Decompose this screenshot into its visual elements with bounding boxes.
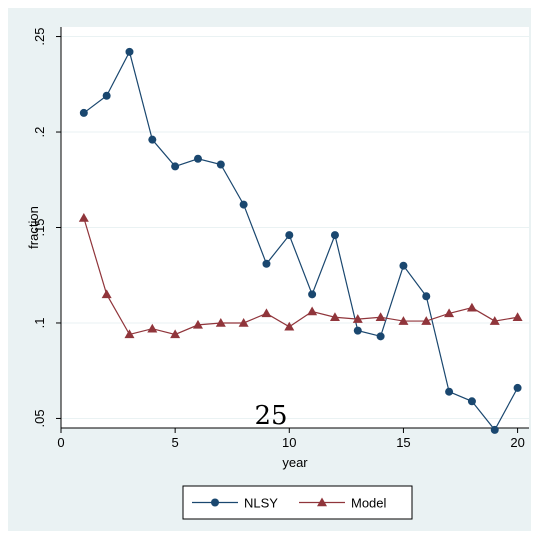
data-point [262, 259, 271, 268]
series-nlsy [79, 47, 522, 434]
data-point [216, 160, 225, 169]
data-point [284, 321, 295, 331]
legend-marker [211, 498, 219, 507]
data-point [192, 319, 203, 329]
data-point [307, 306, 318, 316]
y-tick-label: .2 [32, 127, 47, 138]
data-point [353, 326, 362, 335]
data-point [445, 387, 454, 396]
legend-label: NLSY [244, 496, 278, 511]
x-tick-label: 0 [57, 435, 64, 450]
data-point [125, 47, 134, 56]
series [78, 47, 523, 434]
x-tick-label: 20 [510, 435, 524, 450]
data-point [329, 312, 340, 321]
axes [56, 27, 529, 433]
data-point [352, 314, 363, 323]
data-point [375, 312, 386, 321]
data-point [79, 108, 88, 117]
data-point [148, 135, 157, 144]
x-tick-label: 10 [282, 435, 296, 450]
x-tick-label: 15 [396, 435, 410, 450]
data-point [170, 329, 181, 339]
y-tick-label: .05 [32, 409, 47, 427]
data-point [444, 308, 455, 318]
page-number: 25 [254, 401, 287, 431]
data-point [467, 397, 476, 406]
data-point [308, 290, 317, 299]
data-point [239, 200, 248, 209]
y-tick-label: .15 [32, 218, 47, 236]
data-point [376, 332, 385, 341]
grid-lines [61, 36, 529, 419]
data-point [466, 302, 477, 312]
series-line [83, 217, 518, 336]
data-point [285, 231, 294, 240]
x-axis-title: year [282, 455, 308, 470]
data-point [238, 317, 249, 327]
data-point [147, 323, 158, 333]
data-point [398, 316, 409, 325]
data-point [513, 383, 522, 392]
series-model [78, 212, 523, 339]
data-point [101, 289, 112, 299]
data-point [215, 317, 226, 327]
legend-item-model: Model [299, 496, 387, 511]
y-axis-title: fraction [26, 206, 41, 249]
data-point [261, 308, 272, 318]
y-tick-label: .1 [32, 318, 47, 329]
data-point [422, 292, 431, 301]
legend-item-nlsy: NLSY [192, 496, 278, 511]
tick-labels: .05 .1 .15 .2 .25 0 5 10 15 20 [32, 28, 525, 450]
data-point [193, 154, 202, 163]
data-point [78, 212, 89, 222]
data-point [421, 316, 432, 325]
legend: NLSY Model [182, 485, 413, 520]
data-point [102, 91, 111, 100]
y-tick-label: .25 [32, 28, 47, 46]
data-point [489, 316, 500, 325]
x-tick-label: 5 [172, 435, 179, 450]
data-point [490, 425, 499, 434]
data-point [330, 231, 339, 240]
data-point [399, 261, 408, 270]
data-point [124, 329, 135, 339]
series-line [83, 50, 519, 431]
data-point [171, 162, 180, 171]
data-point [512, 312, 523, 321]
legend-label: Model [351, 496, 387, 511]
legend-marker [317, 497, 327, 507]
